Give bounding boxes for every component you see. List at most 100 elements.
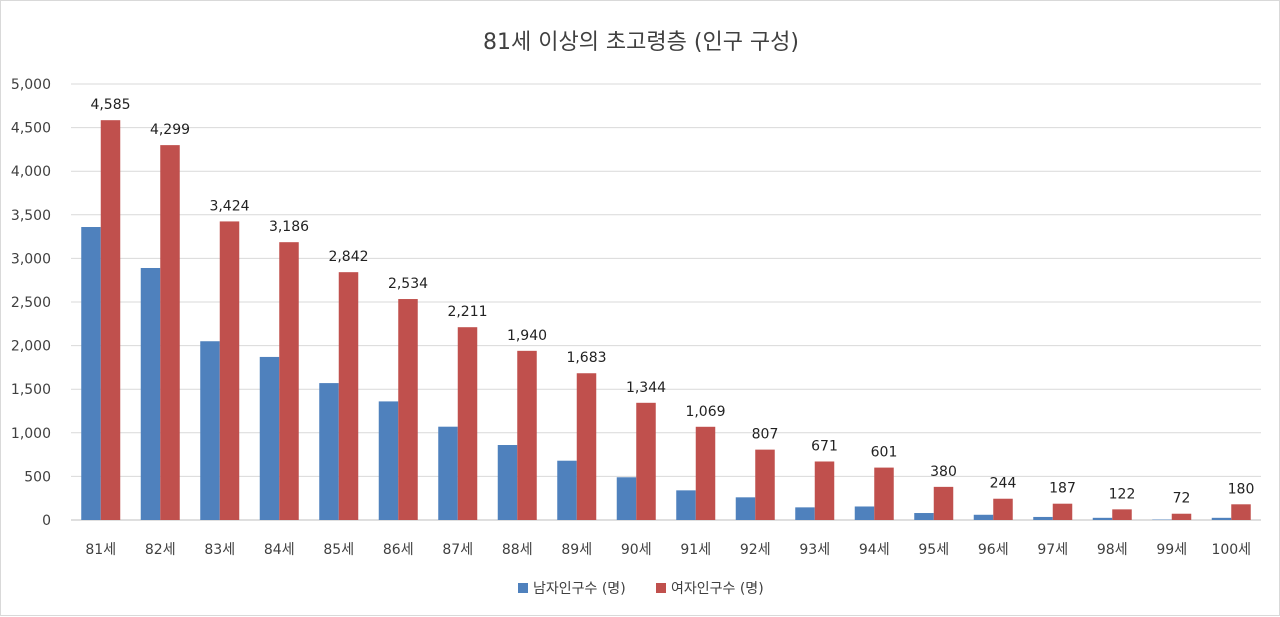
- legend-label: 남자인구수 (명): [533, 581, 626, 597]
- bar-male: [141, 268, 161, 520]
- x-tick-label: 83세: [204, 542, 235, 558]
- bar-male: [438, 427, 458, 520]
- data-label-female: 72: [1173, 491, 1191, 507]
- data-label-female: 1,940: [507, 328, 547, 344]
- x-tick-label: 90세: [621, 542, 652, 558]
- y-tick-label: 3,500: [11, 208, 51, 224]
- x-tick-label: 97세: [1037, 542, 1068, 558]
- x-tick-label: 95세: [918, 542, 949, 558]
- data-label-female: 671: [811, 438, 838, 454]
- bar-male: [319, 383, 339, 520]
- bar-female: [755, 450, 775, 520]
- bar-female: [101, 120, 121, 520]
- bar-female: [696, 427, 716, 520]
- bar-female: [934, 487, 954, 520]
- data-label-female: 1,344: [626, 380, 666, 396]
- bar-female: [220, 221, 240, 520]
- bar-female: [1053, 504, 1073, 520]
- bar-female: [398, 299, 418, 520]
- bar-male: [81, 227, 101, 520]
- bar-male: [557, 461, 577, 520]
- bar-male: [676, 490, 696, 520]
- data-label-female: 4,299: [150, 122, 190, 138]
- bar-male: [1212, 518, 1232, 520]
- bar-female: [815, 461, 835, 520]
- y-tick-label: 5,000: [11, 77, 51, 93]
- x-tick-label: 96세: [978, 542, 1009, 558]
- bar-male: [855, 506, 875, 520]
- y-tick-label: 1,500: [11, 382, 51, 398]
- bar-female: [993, 499, 1013, 520]
- y-tick-label: 2,500: [11, 295, 51, 311]
- bar-female: [160, 145, 180, 520]
- y-tick-label: 3,000: [11, 251, 51, 267]
- data-label-female: 3,186: [269, 219, 309, 235]
- data-label-female: 2,842: [328, 249, 368, 265]
- bar-female: [339, 272, 359, 520]
- data-label-female: 1,683: [566, 350, 606, 366]
- bar-female: [636, 403, 656, 520]
- bar-female: [279, 242, 299, 520]
- y-tick-label: 0: [42, 513, 51, 529]
- bar-female: [1231, 504, 1251, 520]
- bar-male: [1093, 518, 1113, 520]
- legend-swatch: [656, 583, 666, 593]
- data-label-female: 1,069: [685, 404, 725, 420]
- x-tick-label: 81세: [85, 542, 116, 558]
- x-tick-label: 86세: [383, 542, 414, 558]
- data-label-female: 601: [871, 445, 898, 461]
- y-axis: 05001,0001,5002,0002,5003,0003,5004,0004…: [11, 77, 51, 529]
- legend: 남자인구수 (명) 여자인구수 (명): [518, 581, 764, 597]
- bar-female: [577, 373, 597, 520]
- bars: [81, 120, 1251, 520]
- x-tick-label: 88세: [502, 542, 533, 558]
- data-label-female: 2,211: [447, 304, 487, 320]
- y-tick-label: 4,500: [11, 121, 51, 137]
- bar-male: [260, 357, 280, 520]
- bar-female: [874, 468, 894, 520]
- x-tick-label: 100세: [1211, 542, 1251, 558]
- gridlines: [71, 84, 1261, 520]
- y-tick-label: 2,000: [11, 339, 51, 355]
- x-tick-label: 85세: [323, 542, 354, 558]
- x-tick-label: 87세: [442, 542, 473, 558]
- bar-female: [1112, 509, 1132, 520]
- data-label-female: 2,534: [388, 276, 428, 292]
- legend-item-female: 여자인구수 (명): [656, 581, 764, 597]
- x-tick-label: 92세: [740, 542, 771, 558]
- bar-male: [795, 507, 815, 520]
- bar-male: [1033, 517, 1053, 520]
- data-label-female: 180: [1228, 481, 1255, 497]
- bar-male: [736, 497, 756, 520]
- data-label-female: 380: [930, 464, 957, 480]
- x-tick-label: 94세: [859, 542, 890, 558]
- x-tick-label: 82세: [145, 542, 176, 558]
- data-label-female: 122: [1109, 486, 1136, 502]
- bar-female: [517, 351, 537, 520]
- data-label-female: 3,424: [209, 198, 249, 214]
- bar-male: [200, 341, 220, 520]
- bar-male: [498, 445, 518, 520]
- legend-label: 여자인구수 (명): [671, 581, 764, 597]
- x-tick-label: 84세: [264, 542, 295, 558]
- x-tick-label: 99세: [1156, 542, 1187, 558]
- bar-male: [379, 401, 399, 520]
- data-label-female: 187: [1049, 481, 1076, 497]
- bar-male: [914, 513, 934, 520]
- legend-item-male: 남자인구수 (명): [518, 581, 626, 597]
- data-label-female: 4,585: [90, 97, 130, 113]
- x-tick-label: 93세: [799, 542, 830, 558]
- x-tick-label: 91세: [680, 542, 711, 558]
- y-tick-label: 4,000: [11, 164, 51, 180]
- bar-male: [617, 477, 637, 520]
- bar-male: [974, 515, 994, 520]
- x-tick-label: 98세: [1097, 542, 1128, 558]
- x-axis: 81세 82세 83세 84세 85세 86세 87세 88세 89세 90세 91세 92세 93세 9…: [85, 542, 1251, 558]
- bar-female: [1172, 514, 1192, 520]
- legend-swatch: [518, 583, 528, 593]
- y-tick-label: 1,000: [11, 426, 51, 442]
- chart-title: 81세 이상의 초고령층 (인구 구성): [483, 30, 799, 55]
- x-tick-label: 89세: [561, 542, 592, 558]
